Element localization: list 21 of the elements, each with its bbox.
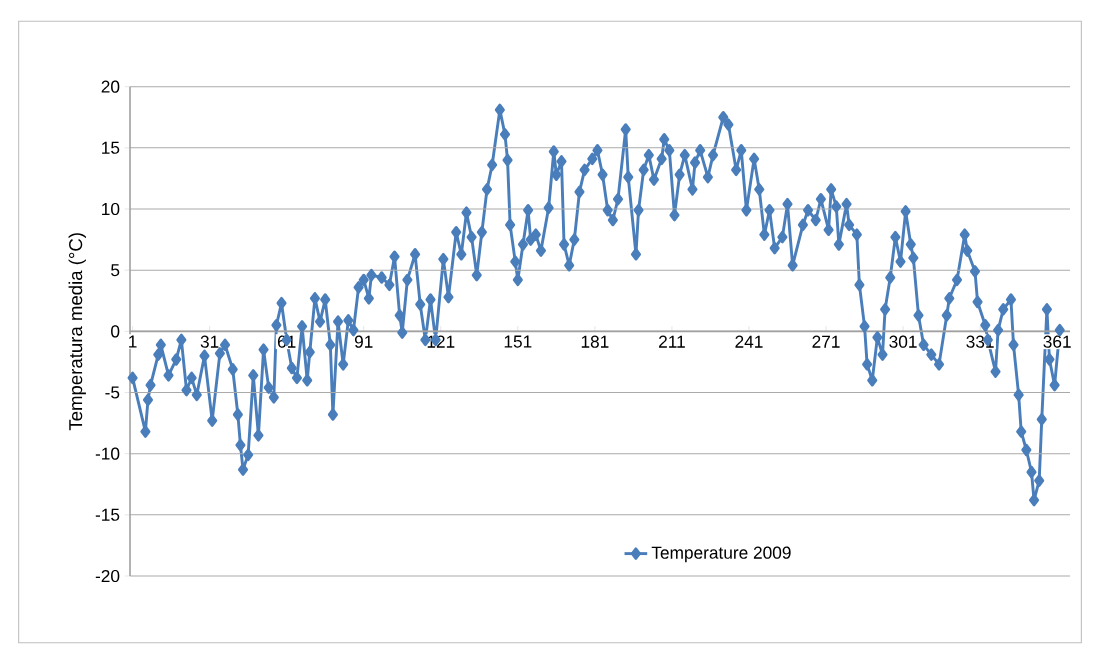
y-tick-label: 5 bbox=[111, 264, 120, 277]
y-tick-label: -20 bbox=[95, 569, 120, 583]
y-tick-label: 0 bbox=[111, 325, 120, 338]
y-tick-label: 15 bbox=[102, 141, 120, 154]
y-tick-label: -10 bbox=[95, 447, 120, 460]
y-tick-label: 20 bbox=[101, 80, 120, 93]
y-axis-title: Temperatura media (°C) bbox=[68, 233, 86, 431]
y-tick-label: -15 bbox=[95, 508, 120, 521]
x-tick-label: 301 bbox=[889, 335, 917, 348]
x-tick-label: 361 bbox=[1043, 335, 1071, 348]
x-tick-label: 1 bbox=[129, 335, 137, 348]
x-tick-label: 91 bbox=[354, 335, 373, 348]
x-tick-label: 31 bbox=[200, 335, 219, 348]
x-tick-label: 181 bbox=[581, 335, 609, 348]
legend-label: Temperature 2009 bbox=[651, 546, 791, 563]
x-tick-label: 151 bbox=[504, 335, 532, 348]
y-tick-label: -5 bbox=[105, 386, 120, 399]
x-tick-label: 241 bbox=[735, 335, 763, 348]
x-tick-label: 211 bbox=[659, 335, 685, 348]
x-tick-label: 271 bbox=[812, 335, 840, 348]
y-tick-label: 10 bbox=[102, 202, 120, 216]
